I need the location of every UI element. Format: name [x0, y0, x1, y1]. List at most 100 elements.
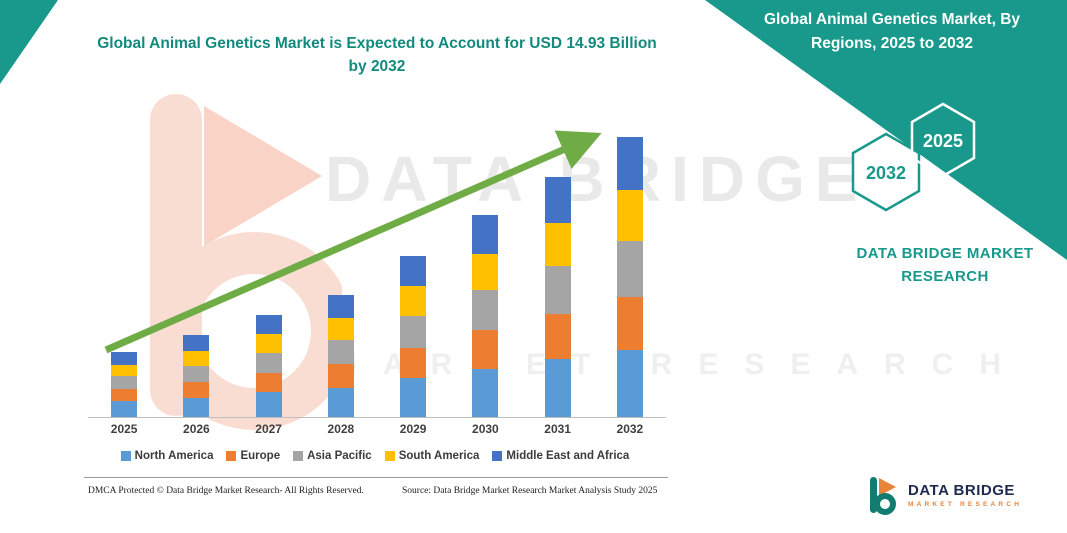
bar-segment-europe	[327, 364, 354, 388]
stacked-bar-2025	[111, 352, 138, 417]
bar-segment-south-america	[183, 351, 210, 366]
legend-label: Middle East and Africa	[506, 450, 630, 462]
bar-segment-asia-pacific	[255, 352, 282, 373]
x-axis-label: 2025	[110, 422, 138, 436]
bar-segment-europe	[183, 381, 210, 398]
bar-segment-north-america	[472, 368, 499, 417]
hexagon-2032: 2032	[851, 132, 921, 212]
legend-item: Middle East and Africa	[492, 450, 629, 462]
bar-segment-asia-pacific	[616, 240, 643, 297]
bar-segment-asia-pacific	[400, 315, 427, 348]
x-axis-label: 2027	[255, 422, 282, 436]
bar-segment-europe	[255, 372, 282, 393]
footer-logo: DATA BRIDGE MARKET RESEARCH	[868, 474, 1022, 516]
bar-segment-middle-east-and-africa	[111, 352, 138, 365]
bar-segment-asia-pacific	[544, 265, 571, 314]
bar-segment-north-america	[616, 349, 643, 417]
bar-segment-south-america	[616, 190, 643, 241]
stacked-bar-2026	[183, 335, 210, 417]
hexagons: 2032 2025	[851, 102, 976, 212]
bar-segment-asia-pacific	[183, 365, 210, 382]
bar-segment-north-america	[327, 387, 354, 417]
svg-text:2025: 2025	[923, 131, 963, 151]
bar-column	[594, 137, 666, 417]
logo-title: DATA BRIDGE	[908, 482, 1015, 499]
bar-segment-middle-east-and-africa	[183, 335, 210, 352]
stacked-bar-2029	[400, 256, 427, 417]
bar-segment-europe	[111, 389, 138, 402]
legend-item: Asia Pacific	[293, 450, 372, 462]
bar-segment-north-america	[183, 397, 210, 417]
bar-column	[522, 176, 594, 417]
bar-column	[305, 295, 377, 417]
legend-swatch	[492, 451, 503, 461]
legend-swatch	[293, 451, 304, 461]
bar-segment-north-america	[255, 392, 282, 417]
footer-divider	[84, 477, 668, 478]
bar-segment-south-america	[400, 286, 427, 316]
stacked-bar-2027	[255, 314, 282, 417]
bar-column	[449, 215, 521, 417]
legend-swatch	[120, 451, 131, 461]
legend-item: Europe	[226, 450, 280, 462]
x-axis-label: 2026	[183, 422, 210, 436]
bar-segment-middle-east-and-africa	[255, 314, 282, 335]
logo-subtitle: MARKET RESEARCH	[908, 501, 1023, 508]
x-axis-label: 2028	[327, 422, 355, 436]
bar-segment-north-america	[400, 378, 427, 417]
brand-text: DATA BRIDGE MARKET RESEARCH	[856, 245, 1034, 285]
bar-segment-europe	[400, 347, 427, 379]
x-axis-label: 2032	[616, 422, 644, 436]
watermark-subtitle: MARKET RESEARCH	[332, 348, 1028, 381]
bar-segment-north-america	[544, 359, 571, 417]
legend-label: Asia Pacific	[307, 450, 372, 462]
bar-segment-south-america	[327, 318, 354, 341]
bar-segment-europe	[544, 313, 571, 360]
stacked-bar-2028	[327, 295, 354, 417]
bar-column	[88, 352, 160, 417]
legend: North America Europe Asia Pacific South Ame…	[70, 450, 680, 462]
bar-segment-europe	[472, 330, 499, 369]
bar-segment-south-america	[472, 253, 499, 291]
footer-dmca: DMCA Protected © Data Bridge Market Rese…	[88, 486, 364, 496]
x-axis-label: 2031	[544, 422, 571, 436]
x-axis-label: 2029	[399, 422, 427, 436]
bar-segment-asia-pacific	[472, 290, 499, 331]
x-axis-label: 2030	[472, 422, 499, 436]
legend-item: South America	[384, 450, 480, 462]
bar-segment-south-america	[255, 334, 282, 353]
legend-label: Europe	[240, 450, 281, 462]
bar-segment-south-america	[111, 364, 138, 377]
bar-column	[160, 335, 232, 417]
footer-source: Source: Data Bridge Market Research Mark…	[402, 486, 658, 496]
bar-segment-middle-east-and-africa	[327, 295, 354, 319]
bar-segment-asia-pacific	[327, 340, 354, 365]
bar-segment-middle-east-and-africa	[400, 256, 427, 287]
bar-segment-north-america	[111, 401, 138, 417]
legend-swatch	[226, 451, 237, 461]
teal-corner-triangle	[0, 0, 58, 84]
legend-label: South America	[398, 450, 480, 462]
bar-segment-asia-pacific	[111, 376, 138, 390]
bar-segment-middle-east-and-africa	[544, 176, 571, 223]
legend-item: North America	[120, 450, 214, 462]
legend-label: North America	[134, 450, 214, 462]
bar-segment-middle-east-and-africa	[616, 137, 643, 191]
x-labels: 2025 2026 2027 2028 2029 2030 2031 2032	[88, 422, 666, 436]
hexagon-2025: 2025	[910, 102, 976, 178]
bar-column	[233, 314, 305, 417]
databridge-logo-icon	[870, 477, 896, 515]
legend-swatch	[384, 451, 395, 461]
bar-segment-europe	[616, 296, 643, 350]
right-panel-heading: Global Animal Genetics Market, By Region…	[763, 11, 1021, 53]
bar-segment-south-america	[544, 222, 571, 266]
bar-column	[377, 256, 449, 417]
bar-segment-middle-east-and-africa	[472, 215, 499, 254]
logo-text-block: DATA BRIDGE MARKET RESEARCH	[908, 482, 1022, 508]
stacked-bar-2032	[616, 137, 643, 417]
plot-area	[88, 117, 666, 418]
chart-title: Global Animal Genetics Market is Expecte…	[97, 35, 657, 76]
stacked-bar-2030	[472, 215, 499, 417]
stacked-bar-2031	[544, 176, 571, 417]
